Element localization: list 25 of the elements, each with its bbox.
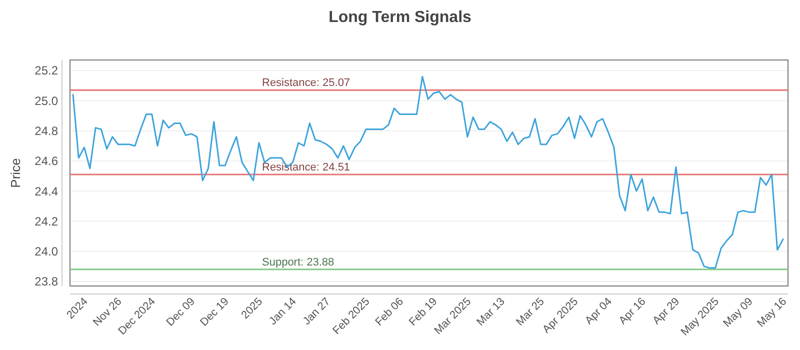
ref-line-label: Resistance: 25.07 [262,77,350,90]
line-series [72,76,784,269]
x-tick-label: May 16 [755,296,790,330]
y-tick-label: 25.2 [34,64,58,78]
y-tick-label: 24.6 [34,154,58,168]
x-tick-label: Apr 16 [616,296,648,328]
y-tick-label: 24.4 [34,184,58,198]
x-tick-label: Jan 27 [300,296,333,328]
y-tick-label: 24.0 [34,244,58,259]
x-tick-label: Apr 04 [583,296,614,328]
x-tick-label: Mar 13 [474,296,508,328]
chart-title: Long Term Signals [328,9,472,26]
y-axis-title: Price [8,158,23,188]
ref-line-label: Support: 23.88 [262,256,334,268]
y-tick-label: 23.8 [34,274,58,289]
x-tick-label: Jan 14 [267,296,299,328]
x-tick-label: Apr 29 [650,296,682,328]
y-tick-label: 24.8 [34,124,58,138]
y-tick-label: 24.2 [34,214,58,228]
x-tick-label: Dec 19 [198,296,232,329]
x-tick-label: Feb 06 [373,296,406,328]
x-tick-label: Dec 09 [164,296,198,329]
x-tick-label: May 09 [721,296,756,330]
ref-line-label: Resistance: 24.51 [262,162,350,174]
y-tick-label: 25.0 [34,94,58,108]
